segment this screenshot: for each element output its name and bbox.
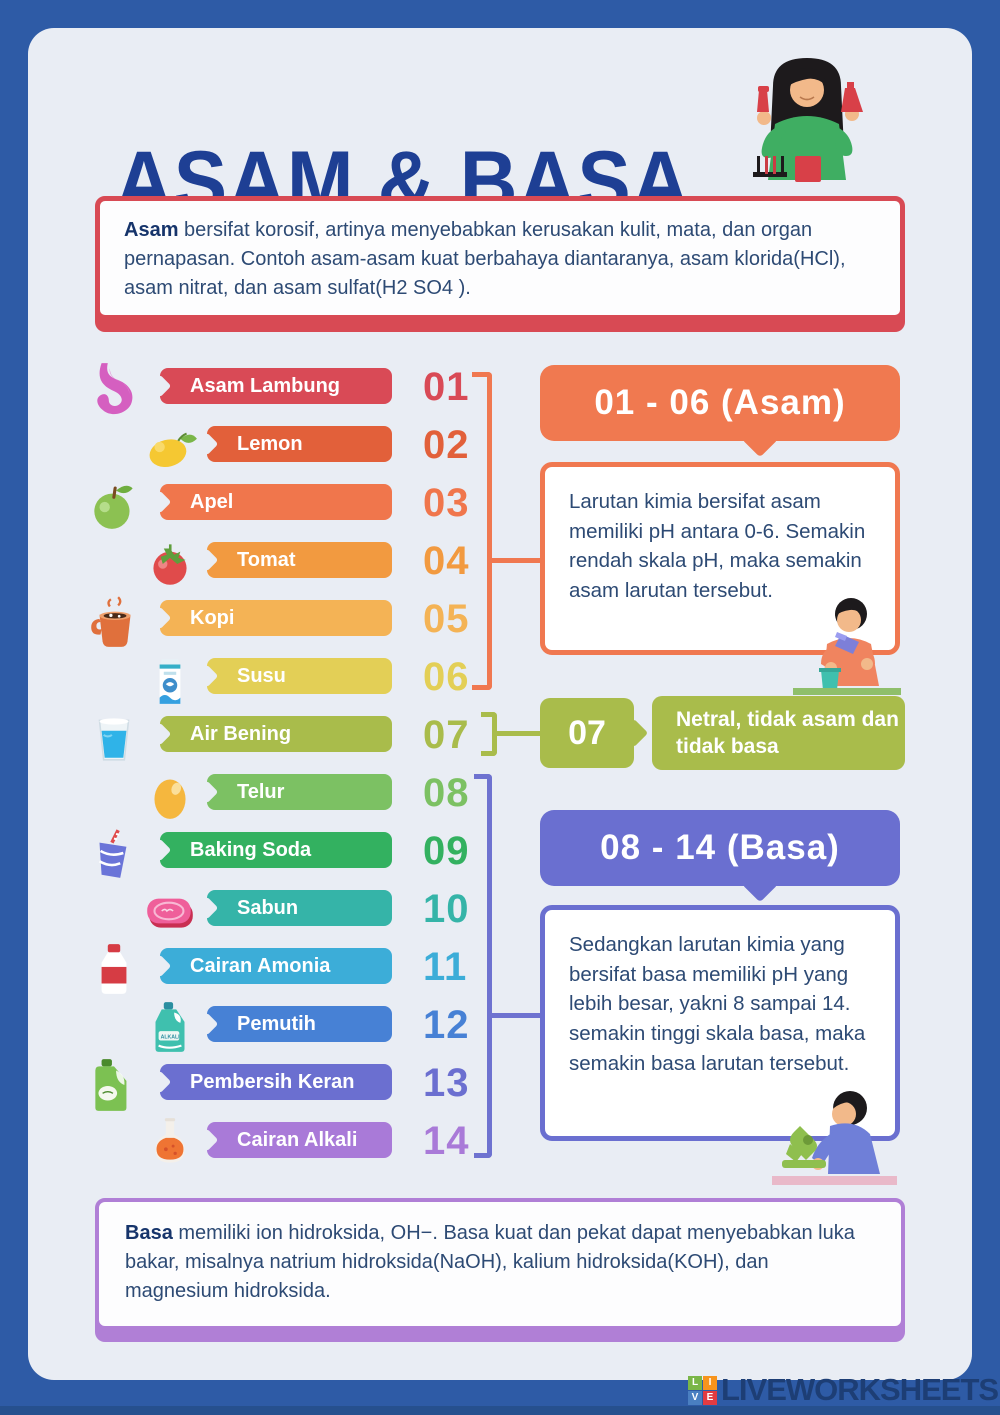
ph-item-label: Lemon — [237, 432, 303, 455]
basa-bottom-box: Basa memiliki ion hidroksida, OH−. Basa … — [95, 1198, 905, 1330]
ph-item-label: Baking Soda — [190, 838, 312, 861]
ph-bar-02: Lemon — [195, 426, 392, 462]
ph-item-label: Kopi — [190, 606, 235, 629]
ph-bar-06: Susu — [195, 658, 392, 694]
egg-icon — [141, 766, 199, 824]
asam-intro-lead: Asam — [124, 219, 179, 241]
ph-bar-11: Cairan Amonia — [148, 948, 392, 984]
ph-scale-row: Baking Soda 09 — [95, 824, 515, 882]
ph-bar-12: Pemutih — [195, 1006, 392, 1042]
ph-bar-05: Kopi — [148, 600, 392, 636]
ph-scale-row: Cairan Alkali 14 — [95, 1114, 515, 1172]
ph-number: 08 — [423, 771, 470, 815]
netral-text-box: Netral, tidak asam dan tidak basa — [652, 696, 905, 770]
ph-number: 02 — [423, 423, 470, 467]
ph-item-label: Air Bening — [190, 722, 292, 745]
ph-number: 04 — [423, 539, 470, 583]
ph-number: 09 — [423, 829, 470, 873]
milk-carton-icon — [141, 650, 199, 708]
basa-bottom-lead: Basa — [125, 1222, 173, 1244]
netral-bracket — [481, 712, 497, 756]
ph-scale-row: Air Bening 07 — [95, 708, 515, 766]
logo-square-l: L — [688, 1375, 702, 1390]
logo-square-v: V — [688, 1390, 702, 1405]
ph-scale-list: Asam Lambung 01 Lemon 02 Apel 03 Tomat 0… — [91, 360, 515, 1180]
ph-number: 03 — [423, 481, 470, 525]
ph-item-label: Susu — [237, 664, 286, 687]
ph-bar-07: Air Bening — [148, 716, 392, 752]
asam-section-header: 01 - 06 (Asam) — [540, 365, 900, 441]
ammonia-bottle-icon — [85, 940, 143, 998]
soda-cup-icon — [85, 824, 143, 882]
ph-number: 07 — [423, 713, 470, 757]
ph-number: 10 — [423, 887, 470, 931]
ph-scale-row: Lemon 02 — [95, 418, 515, 476]
netral-number-box: 07 — [540, 698, 634, 768]
ph-item-label: Telur — [237, 780, 285, 803]
ph-scale-row: ALKALI Pemutih 12 — [95, 998, 515, 1056]
woman-scientist-illustration — [753, 58, 863, 182]
ph-scale-row: Cairan Amonia 11 — [95, 940, 515, 998]
ph-bar-04: Tomat — [195, 542, 392, 578]
ph-scale-row: Kopi 05 — [91, 592, 515, 650]
ph-bar-14: Cairan Alkali — [195, 1122, 392, 1158]
ph-item-label: Asam Lambung — [190, 374, 341, 397]
ph-item-label: Tomat — [237, 548, 296, 571]
basa-bracket — [474, 774, 492, 1158]
lemon-icon — [141, 418, 199, 476]
netral-bracket-connector — [497, 731, 544, 736]
ph-bar-08: Telur — [195, 774, 392, 810]
ph-number: 14 — [423, 1119, 470, 1163]
ph-number: 05 — [423, 597, 470, 641]
ph-number: 12 — [423, 1003, 470, 1047]
soap-icon — [141, 882, 199, 940]
asam-bracket — [472, 372, 492, 690]
boy-pouring-flask-illustration — [793, 598, 901, 695]
ph-number: 01 — [423, 365, 470, 409]
asam-intro-text: bersifat korosif, artinya menyebabkan ke… — [124, 219, 846, 299]
asam-bracket-connector — [492, 558, 544, 563]
ph-item-label: Cairan Amonia — [190, 954, 331, 977]
coffee-mug-icon — [85, 592, 143, 650]
stomach-icon — [85, 360, 143, 418]
ph-item-label: Sabun — [237, 896, 299, 919]
basa-bracket-connector — [492, 1013, 544, 1018]
ph-scale-row: Asam Lambung 01 — [95, 360, 515, 418]
asam-intro-box: Asam bersifat korosif, artinya menyebabk… — [95, 196, 905, 320]
ph-bar-09: Baking Soda — [148, 832, 392, 868]
svg-text:ALKALI: ALKALI — [161, 1034, 180, 1040]
ph-bar-01: Asam Lambung — [148, 368, 392, 404]
ph-scale-row: Telur 08 — [95, 766, 515, 824]
ph-bar-10: Sabun — [195, 890, 392, 926]
alkali-flask-icon — [141, 1114, 199, 1172]
tomato-icon — [141, 534, 199, 592]
ph-number: 06 — [423, 655, 470, 699]
ph-number: 11 — [423, 945, 468, 989]
ph-item-label: Apel — [190, 490, 234, 513]
ph-item-label: Pemutih — [237, 1012, 316, 1035]
ph-scale-row: Susu 06 — [95, 650, 515, 708]
detergent-jug-icon — [85, 1056, 143, 1114]
ph-bar-03: Apel — [148, 484, 392, 520]
logo-square-e: E — [703, 1390, 717, 1405]
boy-microscope-illustration — [772, 1091, 897, 1185]
ph-item-label: Cairan Alkali — [237, 1128, 358, 1151]
brand-text: LIVEWORKSHEETS — [721, 1372, 999, 1407]
ph-bar-13: Pembersih Keran — [148, 1064, 392, 1100]
ph-scale-row: Pembersih Keran 13 — [95, 1056, 515, 1114]
ph-scale-row: Tomat 04 — [95, 534, 515, 592]
ph-number: 13 — [423, 1061, 470, 1105]
bleach-jug-icon: ALKALI — [141, 998, 199, 1056]
apple-icon — [85, 476, 143, 534]
footer-dark-strip — [0, 1406, 1000, 1415]
ph-scale-row: Sabun 10 — [95, 882, 515, 940]
water-glass-icon — [85, 708, 143, 766]
basa-section-header: 08 - 14 (Basa) — [540, 810, 900, 886]
logo-square-i: I — [703, 1375, 717, 1390]
basa-bottom-text: memiliki ion hidroksida, OH−. Basa kuat … — [125, 1222, 855, 1302]
ph-scale-row: Apel 03 — [94, 476, 515, 534]
ph-item-label: Pembersih Keran — [190, 1070, 355, 1093]
